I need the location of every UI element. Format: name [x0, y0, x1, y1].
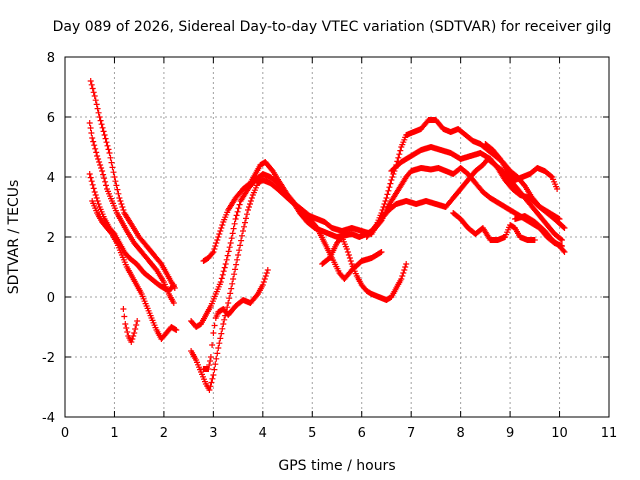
marker-trail [87, 78, 178, 291]
series-arc-4 [89, 198, 180, 342]
y-tick-label: 8 [47, 51, 55, 66]
y-tick-label: -2 [42, 351, 55, 366]
series-arc-8 [200, 267, 271, 372]
x-tick-label: 6 [358, 426, 366, 441]
marker-trail [200, 267, 271, 372]
marker-trail [388, 144, 563, 222]
series-arc-1 [87, 78, 178, 291]
x-axis-label: GPS time / hours [278, 458, 395, 474]
x-tick-label: 10 [551, 426, 568, 441]
x-tick-label: 7 [407, 426, 415, 441]
marker-trail [482, 141, 561, 192]
marker-trail [120, 306, 141, 345]
y-tick-label: -4 [42, 411, 55, 426]
x-tick-label: 3 [209, 426, 217, 441]
series-arc-2 [86, 120, 177, 306]
y-tick-label: 6 [47, 111, 55, 126]
chart-title: Day 089 of 2026, Sidereal Day-to-day VTE… [53, 19, 612, 35]
marker-trail [89, 198, 180, 342]
series-arc-15 [512, 213, 568, 255]
y-tick-label: 0 [47, 291, 55, 306]
x-tick-label: 9 [506, 426, 514, 441]
x-tick-label: 0 [61, 426, 69, 441]
axis-ticks: 0 1 2 3 4 5 6 7 8 9 10 11 -4 -2 0 2 4 6 8 [42, 51, 617, 441]
x-tick-label: 5 [308, 426, 316, 441]
x-tick-label: 1 [110, 426, 118, 441]
y-axis-label: SDTVAR / TECUs [6, 180, 22, 295]
y-tick-label: 4 [47, 171, 55, 186]
series-arc-14 [482, 141, 561, 192]
x-tick-label: 2 [160, 426, 168, 441]
x-tick-label: 4 [259, 426, 267, 441]
data-markers [86, 78, 568, 393]
marker-trail [512, 213, 568, 255]
series-arc-10 [319, 234, 410, 303]
marker-trail [200, 117, 568, 264]
series-arc-5 [120, 306, 141, 345]
series-arc-13 [450, 210, 538, 243]
series-arc-9 [200, 117, 568, 264]
x-tick-label: 8 [456, 426, 464, 441]
x-tick-label: 11 [601, 426, 618, 441]
marker-trail [86, 120, 177, 306]
y-tick-label: 2 [47, 231, 55, 246]
marker-trail [319, 234, 410, 303]
plot-frame [64, 56, 610, 418]
marker-trail [450, 210, 538, 243]
series-arc-12 [388, 144, 563, 222]
